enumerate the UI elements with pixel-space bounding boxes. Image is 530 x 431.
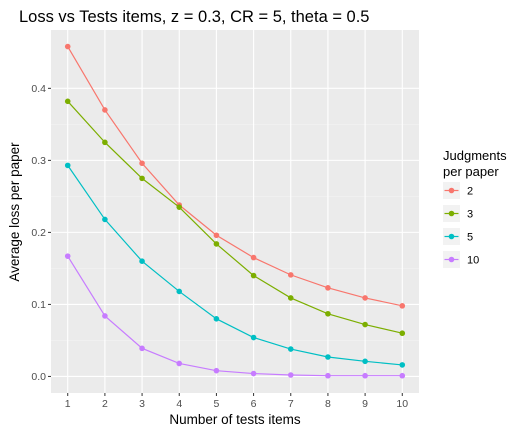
x-tick-label: 10 (396, 398, 408, 410)
data-point (176, 360, 183, 367)
legend-item: 3 (443, 205, 473, 222)
legend-title-line2: per paper (443, 164, 499, 179)
x-tick-label: 6 (251, 398, 257, 410)
data-point (139, 345, 145, 352)
x-tick-label: 7 (288, 398, 294, 410)
legend-title-line1: Judgments (443, 148, 507, 163)
y-axis-title: Average loss per paper (7, 142, 22, 282)
data-point (213, 241, 220, 247)
data-point (213, 367, 220, 374)
y-axis: 0.0 0.1 0.2 0.3 0.4 (31, 83, 51, 383)
data-point (176, 288, 183, 295)
y-tick-label: 0.4 (31, 83, 46, 95)
data-point (176, 204, 183, 210)
grid (51, 30, 419, 393)
data-point (287, 346, 294, 352)
data-point (399, 303, 406, 309)
data-point (325, 372, 331, 379)
legend-label: 10 (467, 255, 479, 267)
data-point (325, 354, 331, 360)
data-point (362, 372, 368, 379)
data-point (250, 334, 257, 341)
series-line (67, 100, 403, 334)
data-point (102, 216, 108, 223)
data-point (250, 370, 257, 377)
chart-title: Loss vs Tests items, z = 0.3, CR = 5, th… (19, 8, 370, 26)
data-point (250, 254, 257, 261)
legend-key-point (448, 187, 455, 194)
series-layer (64, 43, 406, 379)
legend-label: 5 (467, 232, 473, 244)
data-point (287, 372, 294, 378)
legend-items: 2 3 5 10 (443, 182, 479, 268)
x-tick-label: 1 (65, 398, 71, 410)
data-point (399, 330, 406, 337)
legend-item: 5 (443, 228, 473, 245)
legend-label: 3 (467, 209, 473, 221)
data-point (362, 321, 368, 328)
data-point (102, 107, 108, 113)
x-tick-label: 8 (325, 398, 331, 410)
data-point (64, 253, 71, 259)
data-point (139, 160, 145, 167)
series-5 (64, 162, 406, 368)
data-point (102, 313, 108, 319)
data-point (213, 232, 220, 239)
data-point (139, 175, 145, 182)
series-3 (64, 98, 406, 337)
legend-item: 2 (443, 182, 473, 199)
series-10 (64, 253, 406, 379)
data-point (399, 362, 406, 368)
legend-key-point (448, 210, 455, 217)
y-tick-label: 0.2 (31, 227, 46, 239)
data-point (64, 43, 71, 50)
data-point (325, 310, 331, 317)
data-point (287, 272, 294, 278)
x-axis-title: Number of tests items (169, 412, 301, 427)
data-point (399, 372, 406, 379)
x-tick-label: 4 (176, 398, 182, 410)
y-tick-label: 0.3 (31, 155, 46, 167)
plot-panel (51, 30, 419, 393)
data-point (250, 272, 257, 279)
data-point (102, 139, 108, 146)
x-tick-label: 3 (139, 398, 145, 410)
series-line (67, 165, 403, 366)
legend-key-point (448, 256, 455, 263)
x-tick-label: 9 (362, 398, 368, 410)
data-point (64, 162, 71, 169)
legend: Judgments per paper 2 3 5 10 (443, 148, 507, 268)
data-point (362, 295, 368, 301)
y-tick-label: 0.0 (31, 371, 46, 383)
legend-label: 2 (467, 186, 473, 198)
data-point (139, 258, 145, 264)
legend-item: 10 (443, 251, 479, 268)
series-line (67, 46, 403, 307)
data-point (287, 295, 294, 301)
x-axis: 1 2 3 4 5 6 7 8 9 10 (65, 393, 408, 410)
x-tick-label: 5 (213, 398, 219, 410)
series-2 (64, 43, 406, 309)
legend-key-point (448, 233, 455, 240)
data-point (213, 316, 220, 322)
x-tick-label: 2 (102, 398, 108, 410)
y-tick-label: 0.1 (31, 299, 46, 311)
series-line (67, 255, 403, 377)
data-point (325, 285, 331, 291)
data-point (64, 98, 71, 105)
data-point (362, 358, 368, 365)
